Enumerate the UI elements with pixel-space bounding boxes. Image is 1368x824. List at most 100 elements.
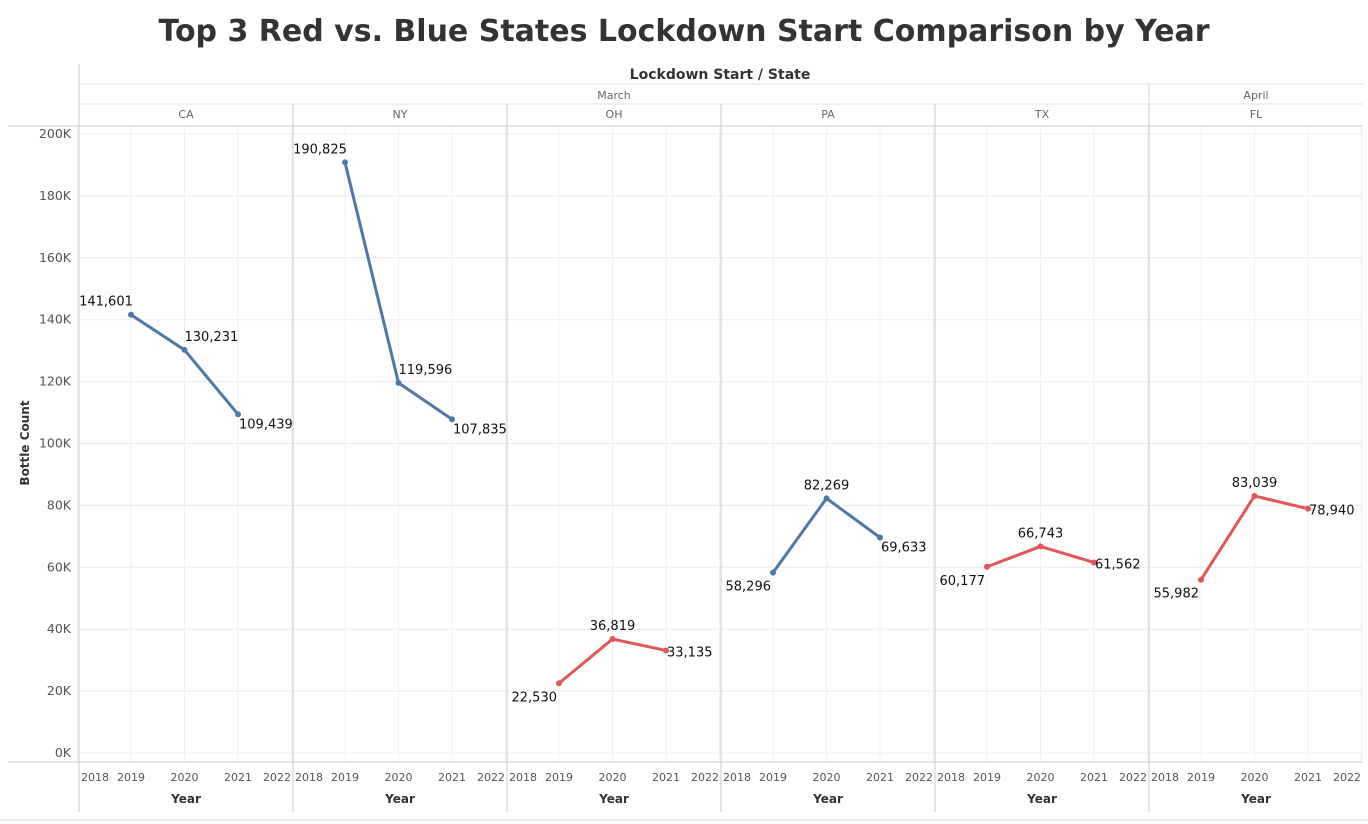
- data-label: 190,825: [293, 142, 347, 157]
- data-point: [663, 647, 669, 654]
- data-point: [1091, 559, 1097, 566]
- x-tick-label: 2018: [509, 771, 537, 784]
- gridlines: [77, 126, 1363, 762]
- y-tick-label: 80K: [47, 497, 72, 512]
- state-header: OH: [606, 108, 623, 121]
- data-label: 60,177: [940, 574, 986, 589]
- data-point: [556, 680, 562, 687]
- data-point: [1305, 505, 1311, 512]
- x-tick-label: 2021: [1294, 771, 1322, 784]
- series-layer: 141,601 130,231 109,439 190,825 119,596 107,8…: [79, 142, 1354, 705]
- data-point: [342, 159, 348, 166]
- data-label: 61,562: [1095, 557, 1141, 572]
- data-label: 55,982: [1154, 587, 1200, 602]
- y-tick-label: 40K: [47, 621, 72, 636]
- x-tick-label: 2021: [866, 771, 894, 784]
- data-label: 69,633: [881, 540, 927, 555]
- x-tick-label: 2018: [81, 771, 109, 784]
- data-point: [609, 636, 616, 643]
- state-header: TX: [1034, 108, 1050, 121]
- data-label: 66,743: [1018, 526, 1064, 541]
- panel-headers: CA NY OH PA TX FL March April: [178, 89, 1268, 121]
- x-axis-label: Year: [812, 792, 843, 806]
- data-point: [1198, 576, 1204, 583]
- x-axis-label: Year: [170, 792, 201, 806]
- x-tick-label: 2019: [545, 771, 573, 784]
- x-tick-label: 2020: [171, 771, 199, 784]
- data-label: 83,039: [1232, 476, 1278, 491]
- data-point: [1037, 543, 1044, 550]
- y-tick-label: 20K: [47, 683, 72, 698]
- data-label: 130,231: [185, 330, 239, 345]
- data-point: [181, 346, 188, 353]
- month-header: April: [1243, 89, 1268, 102]
- x-tick-label: 2019: [1187, 771, 1215, 784]
- x-tick-label: 2018: [295, 771, 323, 784]
- x-tick-label: 2018: [723, 771, 751, 784]
- x-tick-label: 2021: [224, 771, 252, 784]
- data-point: [235, 411, 241, 418]
- data-label: 107,835: [453, 422, 507, 437]
- y-tick-label: 100K: [39, 436, 72, 451]
- data-point: [1251, 492, 1258, 499]
- data-point: [128, 311, 134, 318]
- y-tick-label: 60K: [47, 559, 72, 574]
- x-tick-label: 2022: [263, 771, 291, 784]
- state-header: NY: [393, 108, 408, 121]
- x-tick-label: 2022: [691, 771, 719, 784]
- x-axis: 2018 2019 2020 2021 2022 Year 2018 2019 2020 2021…: [81, 771, 1361, 806]
- x-tick-label: 2020: [1241, 771, 1269, 784]
- data-point: [823, 495, 830, 502]
- x-tick-label: 2020: [599, 771, 627, 784]
- x-tick-label: 2021: [438, 771, 466, 784]
- x-axis-label: Year: [598, 792, 629, 806]
- x-tick-label: 2022: [477, 771, 505, 784]
- x-tick-label: 2022: [1119, 771, 1147, 784]
- data-point: [449, 416, 455, 423]
- state-header: CA: [178, 108, 194, 121]
- data-label: 109,439: [239, 417, 293, 432]
- x-axis-label: Year: [1026, 792, 1057, 806]
- y-tick-label: 120K: [39, 374, 72, 389]
- data-point: [984, 563, 990, 570]
- y-tick-label: 180K: [39, 188, 72, 203]
- x-tick-label: 2019: [973, 771, 1001, 784]
- y-tick-label: 200K: [39, 126, 72, 141]
- x-tick-label: 2019: [759, 771, 787, 784]
- panel-frame: [0, 64, 1368, 821]
- data-label: 78,940: [1309, 504, 1355, 519]
- state-header: PA: [821, 108, 835, 121]
- x-tick-label: 2022: [905, 771, 933, 784]
- x-axis-label: Year: [1240, 792, 1271, 806]
- x-tick-label: 2020: [385, 771, 413, 784]
- data-label: 119,596: [399, 363, 453, 378]
- data-label: 36,819: [590, 619, 636, 634]
- data-point: [770, 569, 776, 576]
- y-axis-label: Bottle Count: [18, 400, 32, 485]
- y-tick-label: 140K: [39, 312, 72, 327]
- month-header: March: [597, 89, 631, 102]
- header-title: Lockdown Start / State: [630, 67, 811, 83]
- x-tick-label: 2018: [937, 771, 965, 784]
- x-tick-label: 2019: [331, 771, 359, 784]
- x-axis-label: Year: [384, 792, 415, 806]
- y-tick-label: 160K: [39, 250, 72, 265]
- data-point: [877, 534, 883, 541]
- y-axis: 0K 20K 40K 60K 80K 100K 120K 140K 160K 180K 200K: [39, 126, 72, 760]
- data-label: 33,135: [667, 645, 713, 660]
- state-header: FL: [1250, 108, 1263, 121]
- x-tick-label: 2019: [117, 771, 145, 784]
- x-tick-label: 2018: [1151, 771, 1179, 784]
- y-tick-label: 0K: [55, 745, 72, 760]
- x-tick-label: 2021: [652, 771, 680, 784]
- data-point: [395, 379, 402, 386]
- data-label: 141,601: [79, 295, 133, 310]
- x-tick-label: 2021: [1080, 771, 1108, 784]
- data-label: 22,530: [512, 690, 558, 705]
- chart-title: Top 3 Red vs. Blue States Lockdown Start…: [158, 14, 1210, 49]
- data-label: 82,269: [804, 478, 850, 493]
- x-tick-label: 2020: [1027, 771, 1055, 784]
- x-tick-label: 2022: [1333, 771, 1361, 784]
- data-label: 58,296: [726, 580, 772, 595]
